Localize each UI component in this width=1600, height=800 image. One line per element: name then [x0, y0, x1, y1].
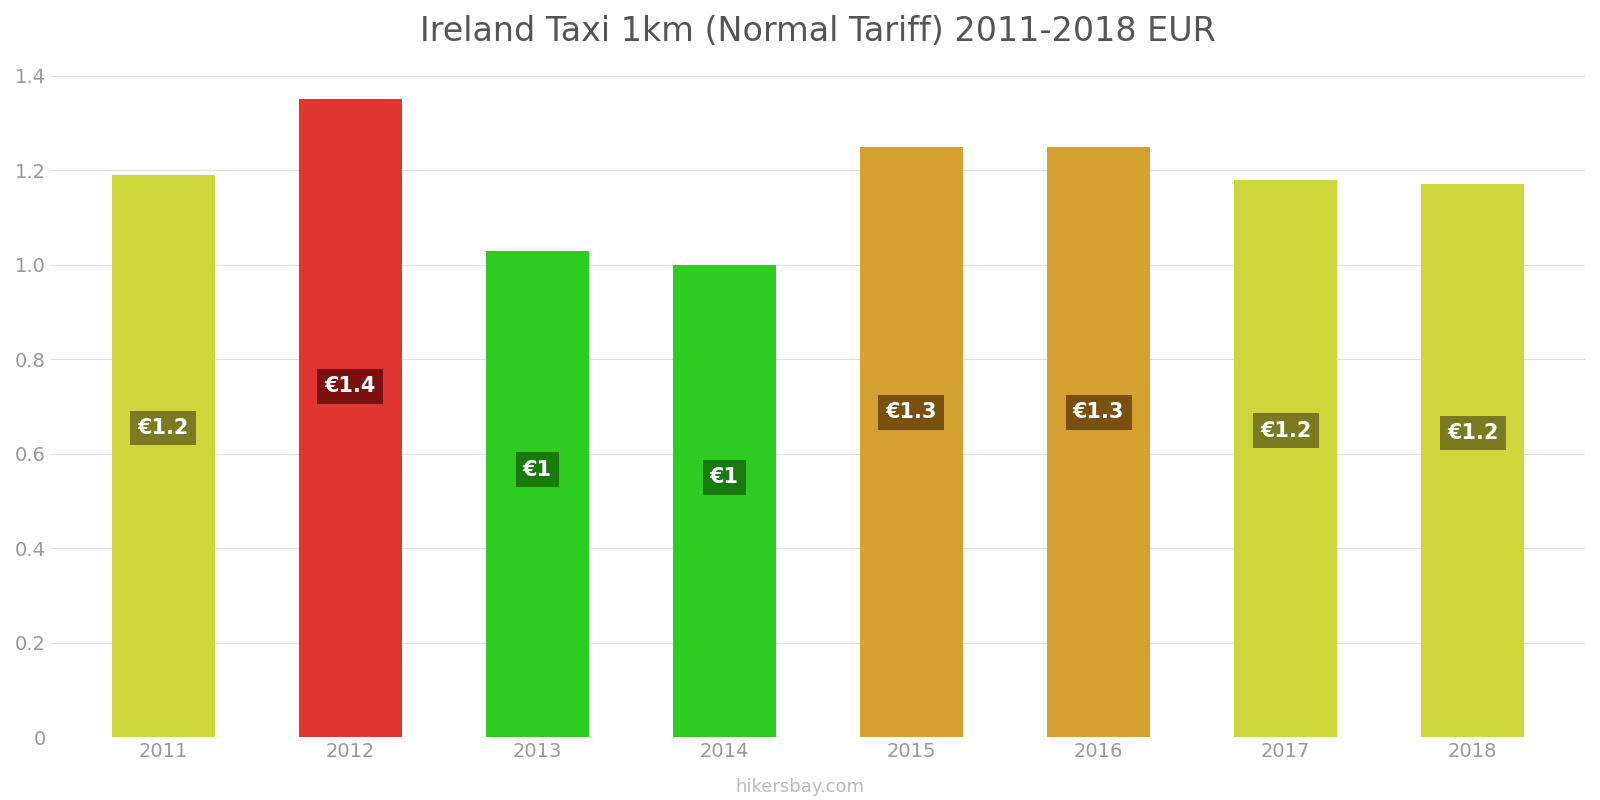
- Text: €1.2: €1.2: [1259, 421, 1312, 441]
- Bar: [674, 265, 776, 737]
- Text: €1.4: €1.4: [325, 376, 376, 396]
- Text: €1: €1: [710, 467, 739, 487]
- Bar: [1421, 184, 1525, 737]
- Bar: [861, 146, 963, 737]
- Bar: [1046, 146, 1150, 737]
- Text: hikersbay.com: hikersbay.com: [736, 778, 864, 796]
- Text: €1.3: €1.3: [1074, 402, 1125, 422]
- Bar: [299, 99, 402, 737]
- Text: €1.2: €1.2: [138, 418, 189, 438]
- Bar: [112, 175, 214, 737]
- Title: Ireland Taxi 1km (Normal Tariff) 2011-2018 EUR: Ireland Taxi 1km (Normal Tariff) 2011-20…: [419, 15, 1216, 48]
- Text: €1.3: €1.3: [886, 402, 938, 422]
- Bar: [1234, 180, 1338, 737]
- Text: €1.2: €1.2: [1446, 423, 1499, 443]
- Bar: [486, 250, 589, 737]
- Text: €1: €1: [523, 459, 552, 479]
